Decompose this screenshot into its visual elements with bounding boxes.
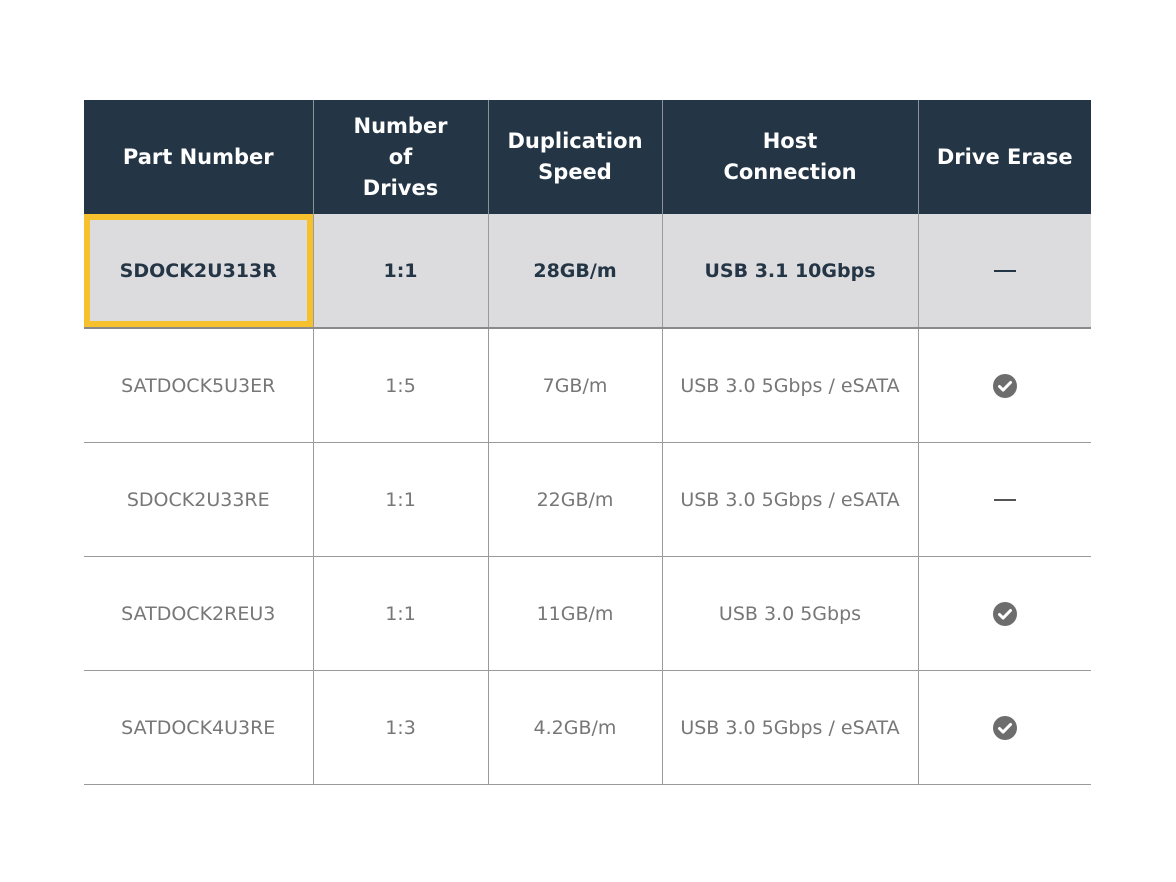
drive-erase-cell [917,214,1091,329]
host-cell: USB 3.0 5Gbps / eSATA [661,670,918,785]
header-duplication-speed: Duplication Speed [487,100,662,214]
part-number-cell: SDOCK2U33RE [84,442,313,557]
drives-cell: 1:1 [312,442,488,557]
drives-cell: 1:3 [312,670,488,785]
drives-cell: 1:5 [312,328,488,443]
speed-cell: 22GB/m [487,442,662,557]
host-cell: USB 3.0 5Gbps / eSATA [661,442,918,557]
host-cell: USB 3.1 10Gbps [661,214,918,329]
check-circle-icon [992,715,1017,740]
table-row: SATDOCK5U3ER 1:5 7GB/m USB 3.0 5Gbps / eSAT… [84,328,1091,443]
drives-cell: 1:1 [312,214,488,329]
header-number-of-drives: Number of Drives [312,100,488,214]
table-row: SDOCK2U33RE 1:1 22GB/m USB 3.0 5Gbps / eSAT… [84,442,1091,557]
speed-cell: 28GB/m [487,214,662,329]
host-cell: USB 3.0 5Gbps / eSATA [661,328,918,443]
header-part-number: Part Number [84,100,313,214]
dash-icon [993,499,1016,501]
dash-icon [993,270,1016,272]
table-row: SATDOCK4U3RE 1:3 4.2GB/m USB 3.0 5Gbps / eS… [84,670,1091,785]
table-row: SATDOCK2REU3 1:1 11GB/m USB 3.0 5Gbps [84,556,1091,671]
check-circle-icon [992,601,1017,626]
part-number-cell: SATDOCK2REU3 [84,556,313,671]
comparison-table: Part Number Number of Drives Duplication… [84,100,1091,785]
speed-cell: 11GB/m [487,556,662,671]
check-circle-icon [992,373,1017,398]
header-host-connection: Host Connection [661,100,918,214]
drive-erase-cell [917,328,1091,443]
header-drive-erase: Drive Erase [917,100,1091,214]
part-number-cell: SDOCK2U313R [84,214,313,329]
table-row: SDOCK2U313R 1:1 28GB/m USB 3.1 10Gbps [84,214,1091,329]
speed-cell: 4.2GB/m [487,670,662,785]
part-number-cell: SATDOCK5U3ER [84,328,313,443]
drives-cell: 1:1 [312,556,488,671]
speed-cell: 7GB/m [487,328,662,443]
drive-erase-cell [917,670,1091,785]
drive-erase-cell [917,442,1091,557]
host-cell: USB 3.0 5Gbps [661,556,918,671]
header-row: Part Number Number of Drives Duplication… [84,100,1091,214]
drive-erase-cell [917,556,1091,671]
part-number-cell: SATDOCK4U3RE [84,670,313,785]
